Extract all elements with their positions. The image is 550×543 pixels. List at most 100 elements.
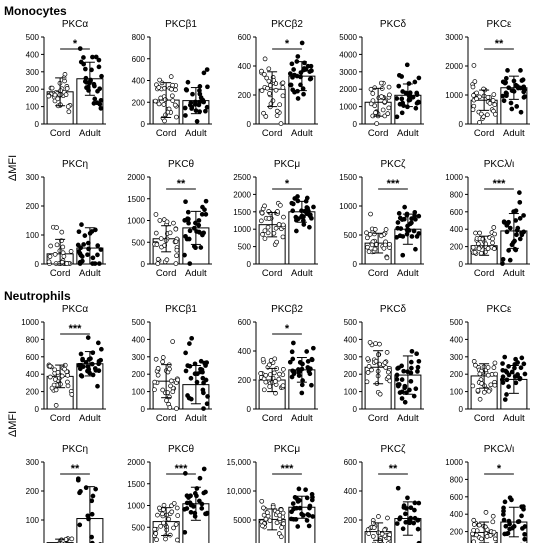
- point-cord: [376, 514, 381, 519]
- y-tick-label: 1000: [339, 202, 357, 211]
- point-adult: [520, 526, 525, 531]
- y-tick-label: 0: [141, 120, 146, 129]
- point-cord: [265, 230, 271, 236]
- point-adult: [197, 88, 202, 93]
- point-cord: [477, 522, 482, 528]
- y-tick-label: 1000: [339, 103, 357, 112]
- point-adult: [96, 57, 102, 63]
- panel-title: PKCε: [486, 304, 512, 315]
- point-cord: [170, 82, 175, 88]
- point-cord: [63, 92, 69, 98]
- point-adult: [93, 54, 99, 60]
- point-cord: [160, 387, 166, 393]
- point-cord: [48, 243, 54, 249]
- point-cord: [281, 521, 286, 527]
- point-adult: [299, 382, 305, 388]
- point-adult: [80, 357, 85, 363]
- point-adult: [199, 367, 205, 373]
- category-label-cord: Cord: [262, 413, 283, 424]
- point-adult: [197, 109, 202, 114]
- point-cord: [152, 379, 158, 385]
- point-cord: [266, 66, 272, 72]
- point-adult: [504, 91, 509, 96]
- point-cord: [173, 522, 179, 527]
- point-cord: [171, 220, 176, 226]
- point-cord: [267, 91, 272, 96]
- point-cord: [267, 362, 272, 368]
- y-tick-label: 400: [344, 335, 358, 344]
- point-adult: [205, 84, 210, 90]
- point-adult: [401, 216, 407, 222]
- point-cord: [374, 121, 380, 126]
- point-adult: [519, 513, 524, 519]
- point-adult: [90, 54, 95, 60]
- point-adult: [403, 511, 408, 517]
- panel-title: PKCλ/ι: [484, 159, 515, 170]
- point-cord: [485, 365, 491, 370]
- point-cord: [158, 236, 164, 241]
- point-adult: [507, 526, 512, 532]
- point-cord: [484, 534, 490, 539]
- point-adult: [503, 523, 509, 529]
- significance-label: *: [285, 178, 290, 190]
- point-adult: [95, 383, 100, 389]
- point-cord: [60, 244, 66, 250]
- point-cord: [171, 501, 177, 506]
- point-cord: [155, 366, 161, 371]
- point-adult: [521, 506, 526, 512]
- point-adult: [501, 517, 507, 523]
- point-cord: [485, 94, 491, 100]
- point-adult: [197, 498, 202, 504]
- point-cord: [485, 246, 491, 251]
- point-adult: [95, 88, 100, 94]
- point-adult: [306, 523, 312, 529]
- y-tick-label: 100: [450, 388, 464, 397]
- point-adult: [205, 394, 210, 399]
- point-cord: [66, 109, 72, 115]
- point-adult: [396, 83, 402, 89]
- y-tick-label: 200: [238, 91, 252, 100]
- point-cord: [54, 225, 59, 230]
- y-tick-label: 500: [344, 318, 358, 327]
- point-adult: [405, 495, 410, 501]
- point-cord: [471, 517, 477, 523]
- point-cord: [261, 72, 267, 77]
- point-cord: [47, 363, 53, 369]
- point-cord: [378, 80, 384, 86]
- point-cord: [379, 94, 384, 99]
- point-cord: [155, 512, 160, 518]
- point-cord: [373, 341, 378, 346]
- y-tick-label: 15,000: [227, 458, 252, 467]
- point-adult: [522, 94, 528, 99]
- point-cord: [260, 231, 265, 237]
- point-cord: [474, 90, 479, 96]
- point-adult: [501, 98, 507, 104]
- point-cord: [152, 387, 157, 393]
- point-adult: [90, 255, 96, 261]
- category-label-adult: Adult: [185, 128, 207, 139]
- point-adult: [396, 211, 402, 216]
- point-adult: [77, 522, 83, 528]
- category-label-cord: Cord: [368, 268, 389, 279]
- y-tick-label: 200: [238, 376, 252, 385]
- point-adult: [185, 216, 190, 222]
- point-cord: [161, 502, 167, 508]
- point-adult: [196, 222, 202, 228]
- panel-title: PKCθ: [168, 444, 195, 455]
- point-cord: [167, 230, 173, 236]
- y-tick-label: 500: [450, 318, 464, 327]
- point-adult: [75, 476, 81, 482]
- point-adult: [97, 101, 103, 107]
- point-adult: [305, 205, 310, 211]
- point-cord: [59, 229, 65, 235]
- point-adult: [78, 373, 84, 378]
- point-adult: [199, 501, 205, 507]
- point-adult: [82, 233, 88, 238]
- point-cord: [158, 95, 164, 101]
- point-adult: [77, 490, 82, 496]
- point-adult: [287, 82, 293, 88]
- point-cord: [370, 91, 376, 96]
- point-cord: [279, 525, 284, 530]
- point-cord: [381, 245, 387, 251]
- point-adult: [297, 498, 302, 503]
